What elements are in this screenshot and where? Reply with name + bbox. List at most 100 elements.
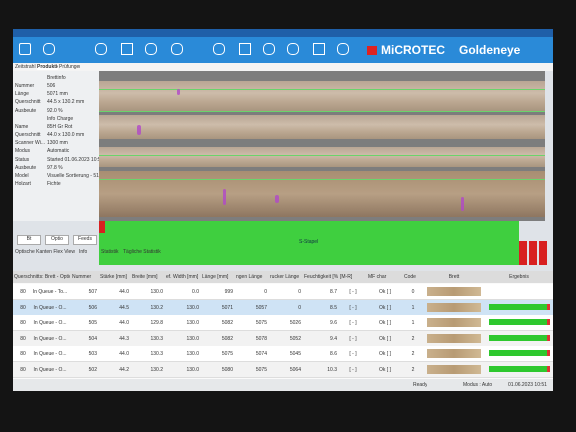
field-label: Querschnitt xyxy=(15,132,41,138)
column-header[interactable]: ef. Width [mm] xyxy=(166,274,199,280)
column-header[interactable]: MF char xyxy=(368,274,387,280)
button[interactable]: Optio xyxy=(45,235,69,245)
column-header[interactable]: Brett xyxy=(448,274,460,280)
board-thumbnail xyxy=(427,318,481,327)
bottom-tab[interactable]: Tägliche Statistik xyxy=(123,249,161,255)
table-cell: 129.8 xyxy=(150,320,163,326)
column-header[interactable]: Ergebnis xyxy=(509,274,529,280)
column-header[interactable]: Breite [mm] xyxy=(132,274,158,280)
bottom-tab[interactable]: Statistik xyxy=(101,249,119,255)
field-value: 97.8 % xyxy=(47,164,63,171)
table-cell: 8.6 xyxy=(330,351,337,357)
table-cell: 44.0 xyxy=(119,351,129,357)
field-value: 506 xyxy=(47,83,56,89)
table-cell: In Queue - O... xyxy=(33,335,67,342)
table-cell: 44.3 xyxy=(119,335,129,342)
column-header[interactable]: Stärke [mm] xyxy=(100,274,127,280)
section-title: Info Charge xyxy=(47,115,74,122)
column-header[interactable]: Querschnitts: Brett - Optio xyxy=(14,274,70,280)
table-cell: Ok [ ] xyxy=(379,320,391,326)
button[interactable]: Bt xyxy=(17,235,41,245)
icon[interactable] xyxy=(43,43,55,55)
tab[interactable]: Zeitstrahl xyxy=(15,64,36,70)
table-cell: 80 xyxy=(20,289,26,295)
bottom-tab[interactable]: Info xyxy=(79,249,88,255)
board-thumbnail xyxy=(427,349,481,358)
table-cell: 2 xyxy=(411,366,415,373)
column-header[interactable]: rucker Länge xyxy=(270,274,300,280)
status-bar: Ready Modus : Auto 01.06.2023 10:51 xyxy=(13,379,553,391)
table-row[interactable] xyxy=(13,361,553,378)
column-header[interactable]: ngen Länge xyxy=(236,274,263,280)
button[interactable]: Feeds xyxy=(73,235,97,245)
field-label: Querschnitt xyxy=(15,99,41,106)
board-image xyxy=(99,171,545,217)
table-cell: Ok [ ] xyxy=(379,304,391,311)
board-thumbnail xyxy=(427,302,481,312)
icon[interactable] xyxy=(213,43,225,55)
field-label: Modus xyxy=(15,148,31,155)
icon[interactable] xyxy=(263,43,275,55)
table-cell: 80 xyxy=(20,320,26,326)
column-header[interactable]: Länge [mm] xyxy=(202,274,229,280)
field-value: Automatic xyxy=(47,148,70,155)
status-block xyxy=(539,241,547,265)
table-cell: 5026 xyxy=(289,320,301,326)
table-cell: 10.3 xyxy=(327,366,337,373)
icon[interactable] xyxy=(121,43,133,55)
table-cell: 506 xyxy=(88,304,97,311)
table-cell: In Queue - O... xyxy=(33,304,67,311)
table-cell: 5057 xyxy=(255,304,267,311)
result-bar xyxy=(489,365,550,372)
icon[interactable] xyxy=(239,43,251,55)
table-cell: [ - ] xyxy=(349,289,357,295)
tab[interactable]: Prüfungen xyxy=(59,64,80,70)
field-value: 44.0 x 130.0 mm xyxy=(47,132,85,138)
table-cell: 5080 xyxy=(221,366,233,373)
column-header[interactable]: [M-R] xyxy=(340,274,353,280)
table-cell: 5075 xyxy=(255,320,267,326)
table-cell: 502 xyxy=(88,366,97,373)
table-cell: [ - ] xyxy=(349,304,357,311)
data-table: Querschnitts: Brett - Optio Nummer Stärke … xyxy=(13,271,553,379)
column-header[interactable]: Code xyxy=(404,274,416,280)
icon[interactable] xyxy=(313,43,325,55)
status-block xyxy=(519,241,527,265)
table-cell: 5052 xyxy=(289,335,301,342)
table-cell: In Queue - To... xyxy=(32,289,68,295)
field-value: Started 01.06.2023 10:55 xyxy=(47,156,99,163)
icon[interactable] xyxy=(287,43,299,55)
table-cell: 5082 xyxy=(221,335,233,342)
table-header xyxy=(13,271,553,283)
menu-bar xyxy=(13,29,553,37)
table-cell: 80 xyxy=(20,366,26,373)
field-value: Visuelle Sortierung - 51/16... xyxy=(47,173,99,179)
button-row: Bt Optio Feeds xyxy=(13,235,99,245)
table-cell: 44.5 xyxy=(119,304,129,311)
icon[interactable] xyxy=(19,43,31,55)
icon[interactable] xyxy=(95,43,107,55)
table-cell: 130.2 xyxy=(150,366,163,373)
result-bar xyxy=(489,303,550,310)
icon[interactable] xyxy=(145,43,157,55)
icon[interactable] xyxy=(171,43,183,55)
field-value: 5071 mm xyxy=(47,91,68,98)
bottom-tab[interactable]: Optische Kanten Flex View xyxy=(15,249,75,255)
table-cell: 80 xyxy=(20,304,26,311)
table-cell: 2 xyxy=(411,351,415,357)
table-cell: 5075 xyxy=(255,366,267,373)
status-text: Ready xyxy=(413,382,428,388)
table-cell: 5064 xyxy=(289,366,301,373)
table-cell: 0 xyxy=(298,289,301,295)
field-label: Länge xyxy=(15,91,29,98)
column-header[interactable]: Nummer xyxy=(72,274,92,280)
table-cell: [ - ] xyxy=(349,335,357,342)
table-cell: 5082 xyxy=(221,320,233,326)
table-cell: 5078 xyxy=(255,335,267,342)
column-header[interactable]: Feuchtigkeit [%] xyxy=(304,274,338,280)
board-image xyxy=(99,147,545,167)
icon[interactable] xyxy=(337,43,349,55)
tab[interactable]: Produktion xyxy=(37,64,58,70)
table-cell: 5071 xyxy=(221,304,233,311)
table-cell: 2 xyxy=(411,335,415,342)
